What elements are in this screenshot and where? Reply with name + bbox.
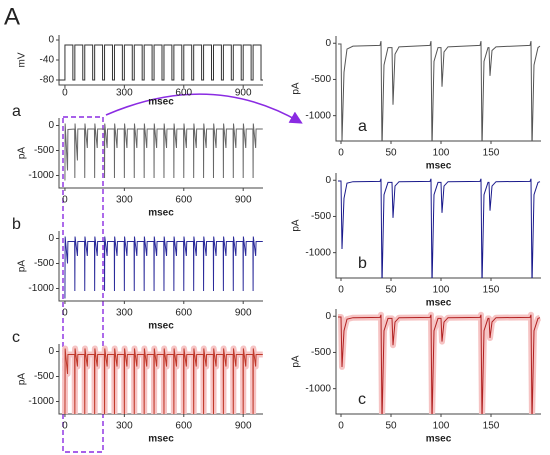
y-axis-label: pA: [17, 260, 28, 273]
y-axis-label: pA: [291, 82, 302, 95]
trace: [64, 236, 263, 299]
y-tick-label: 0: [48, 346, 54, 357]
x-tick-label: 50: [385, 421, 397, 432]
x-tick-label: 300: [116, 88, 133, 99]
y-tick-label: -80: [40, 75, 55, 86]
y-tick-label: -1000: [305, 247, 331, 258]
trace-shade: [338, 311, 541, 414]
x-tick-label: 50: [385, 148, 397, 159]
y-tick-label: -500: [311, 74, 331, 85]
figure-label: A: [4, 3, 20, 30]
x-tick-label: 0: [338, 421, 344, 432]
y-tick-label: -500: [34, 258, 54, 269]
y-tick-label: -1000: [305, 110, 331, 121]
x-tick-label: 900: [235, 195, 252, 206]
x-tick-label: 100: [433, 285, 450, 296]
trace: [64, 348, 263, 414]
y-tick-label: 0: [48, 35, 54, 46]
x-tick-label: 0: [62, 195, 68, 206]
x-tick-label: 900: [235, 421, 252, 432]
x-tick-label: 600: [175, 308, 192, 319]
y-tick-label: -500: [311, 211, 331, 222]
y-axis-label: mV: [17, 52, 28, 67]
x-tick-label: 0: [62, 421, 68, 432]
panel-letter: c: [358, 391, 366, 408]
y-tick-label: 0: [325, 311, 331, 322]
x-tick-label: 900: [235, 308, 252, 319]
y-tick-label: 0: [48, 120, 54, 131]
x-tick-label: 100: [433, 421, 450, 432]
x-tick-label: 600: [175, 421, 192, 432]
y-tick-label: -1000: [28, 170, 54, 181]
x-tick-label: 0: [62, 308, 68, 319]
panel-letter: c: [12, 329, 20, 346]
y-tick-label: 0: [325, 38, 331, 49]
y-axis-label: pA: [291, 355, 302, 368]
axis-line: [335, 36, 541, 142]
x-tick-label: 150: [483, 285, 500, 296]
x-tick-label: 0: [338, 285, 344, 296]
axis-line: [335, 173, 541, 279]
x-tick-label: 150: [483, 421, 500, 432]
y-axis-label: pA: [17, 373, 28, 386]
panel-letter: a: [12, 103, 21, 120]
y-tick-label: -1000: [28, 283, 54, 294]
trace: [59, 44, 263, 81]
panel-letter: a: [358, 118, 367, 135]
trace: [64, 123, 263, 181]
trace: [338, 178, 541, 278]
panel-letter: b: [358, 255, 367, 272]
axis-line: [335, 309, 541, 415]
trace: [338, 40, 541, 141]
x-axis-label: msec: [148, 208, 174, 219]
x-axis-label: msec: [426, 161, 452, 172]
y-tick-label: 0: [48, 233, 54, 244]
y-tick-label: -500: [311, 347, 331, 358]
x-tick-label: 600: [175, 195, 192, 206]
x-tick-label: 300: [116, 195, 133, 206]
y-axis-label: pA: [17, 147, 28, 160]
x-tick-label: 900: [235, 88, 252, 99]
y-tick-label: -1000: [305, 383, 331, 394]
x-tick-label: 100: [433, 148, 450, 159]
zoom-arrow: [105, 93, 303, 124]
axis-line: [58, 231, 263, 302]
x-axis-label: msec: [148, 434, 174, 445]
x-tick-label: 300: [116, 308, 133, 319]
y-tick-label: -500: [34, 145, 54, 156]
x-tick-label: 300: [116, 421, 133, 432]
y-tick-label: -500: [34, 371, 54, 382]
trace: [338, 314, 541, 414]
y-tick-label: 0: [325, 175, 331, 186]
x-tick-label: 0: [62, 88, 68, 99]
axis-line: [58, 118, 263, 189]
panel-letter: b: [12, 216, 21, 233]
x-tick-label: 50: [385, 285, 397, 296]
zoom-region: [62, 116, 104, 453]
x-tick-label: 150: [483, 148, 500, 159]
x-tick-label: 0: [338, 148, 344, 159]
y-tick-label: -1000: [28, 396, 54, 407]
y-tick-label: -40: [40, 55, 55, 66]
y-axis-label: pA: [291, 219, 302, 232]
x-tick-label: 600: [175, 88, 192, 99]
axis-line: [58, 35, 263, 86]
x-axis-label: msec: [426, 298, 452, 309]
x-axis-label: msec: [148, 97, 174, 108]
x-axis-label: msec: [148, 321, 174, 332]
x-axis-label: msec: [426, 434, 452, 445]
